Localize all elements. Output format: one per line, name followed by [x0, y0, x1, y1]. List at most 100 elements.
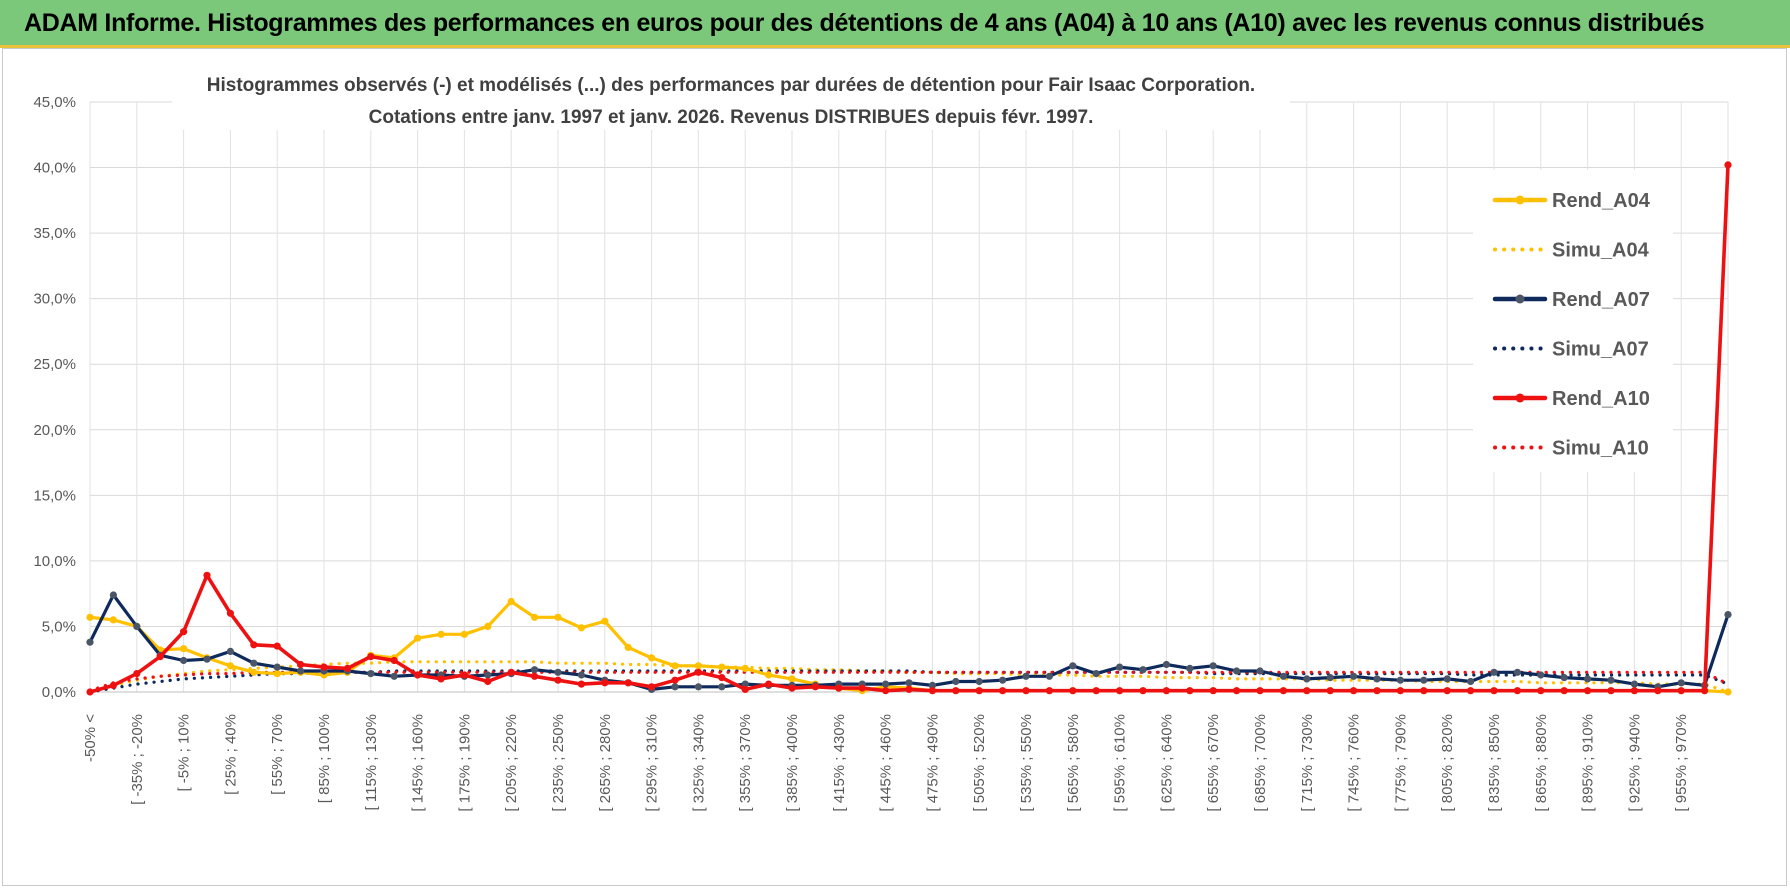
data-point	[390, 672, 398, 680]
data-point	[999, 676, 1007, 684]
data-point	[180, 628, 188, 636]
data-point	[554, 668, 562, 676]
data-point	[1279, 687, 1287, 695]
data-point	[671, 683, 679, 691]
data-point	[671, 662, 679, 670]
data-point	[1045, 687, 1053, 695]
data-point	[601, 617, 609, 625]
data-point	[1677, 679, 1685, 687]
data-point	[109, 616, 117, 624]
data-point	[1396, 676, 1404, 684]
data-point	[484, 622, 492, 631]
data-point	[460, 630, 468, 638]
x-tick-label: [ 55% ; 70%	[269, 714, 286, 795]
data-point	[1303, 675, 1311, 683]
legend-label-Simu_A10: Simu_A10	[1552, 438, 1649, 460]
chart-title: Histogrammes observés (-) et modélisés (…	[207, 75, 1255, 96]
y-tick-label: 10,0%	[33, 553, 76, 570]
data-point	[858, 684, 866, 692]
data-point	[671, 676, 679, 684]
x-tick-label: [ 595% ; 610%	[1112, 714, 1129, 812]
x-tick-label: [ 295% ; 310%	[644, 714, 661, 812]
data-point	[1069, 662, 1077, 670]
x-tick-label: [ 205% ; 220%	[503, 714, 520, 812]
data-point	[1162, 660, 1170, 669]
data-point	[1256, 667, 1264, 675]
data-point	[928, 681, 937, 690]
data-point	[1467, 687, 1475, 695]
data-point	[788, 675, 796, 683]
series-Rend_A10	[86, 161, 1732, 696]
data-point	[1701, 687, 1709, 695]
x-tick-label: [ 415% ; 430%	[831, 714, 848, 812]
data-point	[741, 680, 749, 688]
data-point	[1326, 687, 1334, 695]
data-point	[1467, 677, 1475, 686]
data-point	[297, 667, 305, 675]
data-point	[577, 624, 586, 632]
report-title: ADAM Informe. Histogrammes des performan…	[24, 9, 1705, 37]
data-point	[905, 685, 913, 694]
data-point	[624, 679, 632, 687]
data-point	[952, 687, 960, 695]
x-tick-label: [ 25% ; 40%	[222, 714, 239, 795]
legend-marker	[1515, 294, 1525, 304]
y-tick-label: 15,0%	[33, 487, 76, 504]
x-tick-label: [ 535% ; 550%	[1018, 714, 1035, 812]
data-point	[975, 677, 983, 686]
data-point	[297, 660, 305, 669]
data-point	[1092, 670, 1100, 678]
x-tick-label: [ 835% ; 850%	[1486, 714, 1503, 812]
data-point	[86, 613, 94, 621]
data-point	[694, 662, 703, 670]
x-tick-label: [ 715% ; 730%	[1299, 714, 1316, 812]
data-point	[273, 663, 281, 671]
data-point	[1607, 676, 1615, 684]
y-tick-label: 30,0%	[33, 291, 76, 308]
data-point	[367, 653, 375, 661]
legend-background	[1473, 170, 1673, 472]
data-point	[180, 656, 188, 665]
data-point	[1630, 687, 1638, 695]
x-tick-label: [ 925% ; 940%	[1626, 714, 1643, 812]
data-point	[1373, 687, 1381, 695]
x-tick-label: [ 805% ; 820%	[1439, 714, 1456, 812]
x-tick-label: [ 445% ; 460%	[878, 714, 895, 812]
x-tick-label: [ -35% ; -20%	[129, 714, 146, 805]
legend-marker	[1515, 195, 1525, 205]
data-point	[1420, 687, 1428, 695]
data-point	[1560, 674, 1568, 682]
data-point	[648, 654, 656, 662]
data-point	[1022, 687, 1030, 695]
data-point	[156, 653, 164, 661]
data-point	[788, 684, 796, 692]
data-point	[765, 671, 773, 679]
data-point	[1373, 675, 1381, 683]
data-point	[1513, 668, 1521, 676]
data-point	[1139, 687, 1147, 695]
data-point	[975, 687, 983, 695]
x-tick-label: [ 85% ; 100%	[316, 714, 333, 803]
y-tick-label: 0,0%	[42, 684, 76, 701]
data-point	[554, 676, 562, 684]
data-point	[999, 687, 1007, 695]
x-axis: -50% < [ -35% ; -20% [ -5% ; 10% [ 25% ; 40…	[82, 714, 1690, 812]
data-point	[882, 687, 890, 695]
data-point	[226, 647, 234, 656]
data-point	[133, 622, 141, 631]
data-point	[1607, 687, 1615, 695]
series-Rend_A07	[86, 591, 1732, 694]
data-point	[507, 668, 515, 676]
data-point	[1350, 672, 1358, 680]
data-point	[273, 670, 281, 678]
x-tick-label: [ 745% ; 760%	[1346, 714, 1363, 812]
data-point	[1443, 687, 1451, 695]
data-point	[273, 642, 281, 650]
data-point	[343, 664, 351, 673]
data-point	[1537, 687, 1545, 695]
data-point	[507, 597, 515, 606]
data-point	[648, 683, 656, 691]
y-tick-label: 40,0%	[33, 160, 76, 177]
data-point	[414, 634, 422, 642]
